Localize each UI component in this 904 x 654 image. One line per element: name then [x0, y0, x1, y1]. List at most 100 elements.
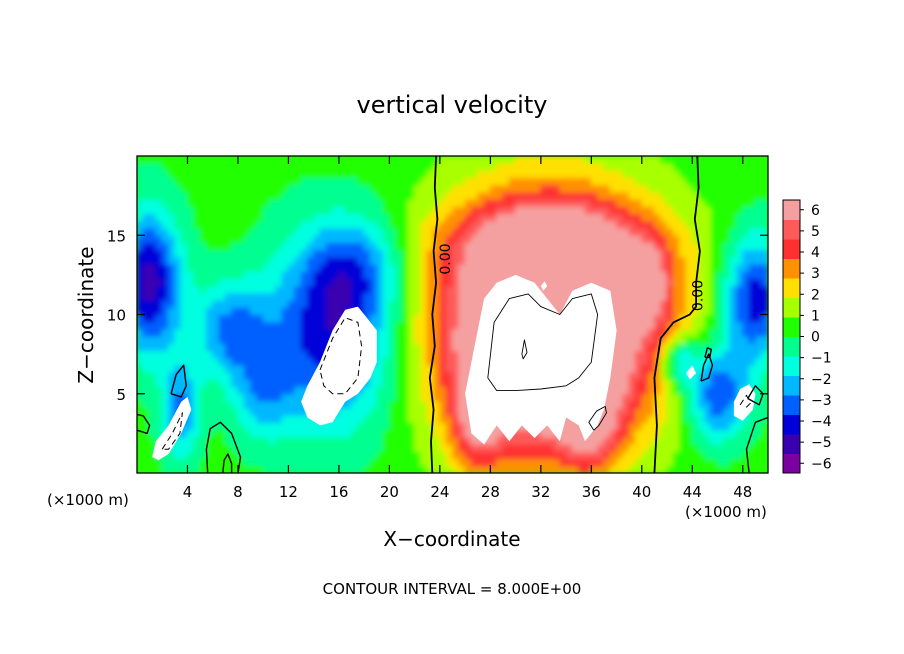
heatmap-cell — [609, 285, 618, 294]
heatmap-cell — [344, 213, 353, 222]
heatmap-cell — [704, 198, 712, 207]
heatmap-cell — [155, 371, 163, 380]
heatmap-cell — [199, 227, 207, 236]
heatmap-cell — [634, 263, 643, 272]
heatmap-cell — [137, 191, 144, 200]
heatmap-cell — [193, 277, 201, 287]
heatmap-cell — [319, 335, 327, 344]
heatmap-cell — [723, 162, 731, 171]
heatmap-cell — [161, 299, 170, 308]
heatmap-cell — [395, 306, 403, 315]
heatmap-cell — [710, 357, 719, 366]
heatmap-cell — [439, 169, 447, 179]
heatmap-cell — [748, 450, 756, 460]
heatmap-cell — [489, 241, 498, 251]
heatmap-cell — [275, 191, 283, 200]
heatmap-cell — [357, 241, 365, 251]
heatmap-cell — [388, 335, 397, 344]
x-axis-ticks: 4 8 12 16 20 24 28 32 36 40 44 48 — [183, 156, 752, 501]
heatmap-cell — [174, 378, 182, 388]
heatmap-cell — [420, 184, 428, 193]
heatmap-cell — [571, 184, 580, 193]
heatmap-cell — [332, 450, 340, 460]
heatmap-cell — [748, 328, 756, 337]
heatmap-cell — [565, 285, 573, 294]
heatmap-cell — [168, 184, 176, 193]
x-unit-right: (×1000 m) — [685, 503, 767, 521]
heatmap-cell — [205, 227, 214, 236]
heatmap-cell — [168, 277, 176, 287]
heatmap-cell — [590, 241, 599, 251]
heatmap-cell — [458, 378, 466, 388]
heatmap-cell — [224, 350, 233, 359]
heatmap-cell — [426, 169, 435, 179]
heatmap-cell — [666, 371, 674, 380]
heatmap-cell — [369, 314, 378, 323]
heatmap-cell — [199, 177, 207, 186]
heatmap-cell — [710, 386, 719, 395]
heatmap-cell — [199, 162, 207, 171]
heatmap-cell — [180, 306, 188, 315]
heatmap-cell — [571, 256, 580, 265]
heatmap-cell — [306, 314, 315, 323]
heatmap-cell — [155, 321, 163, 330]
heatmap-cell — [761, 292, 768, 301]
heatmap-cell — [205, 364, 214, 373]
heatmap-cell — [660, 285, 668, 294]
heatmap-cell — [180, 328, 188, 337]
heatmap-cell — [243, 156, 252, 164]
heatmap-cell — [237, 443, 245, 452]
heatmap-cell — [319, 328, 327, 337]
heatmap-cell — [704, 299, 712, 308]
heatmap-cell — [540, 270, 548, 279]
colorbar-tick-label: −3 — [811, 393, 832, 409]
heatmap-cell — [262, 328, 271, 337]
heatmap-cell — [452, 458, 460, 467]
heatmap-cell — [685, 169, 693, 179]
heatmap-cell — [287, 198, 296, 207]
heatmap-cell — [193, 407, 201, 416]
heatmap-cell — [698, 198, 706, 207]
heatmap-cell — [300, 436, 308, 445]
heatmap-cell — [628, 407, 636, 416]
heatmap-cell — [395, 234, 403, 243]
heatmap-cell — [477, 241, 485, 251]
heatmap-cell — [445, 422, 453, 431]
heatmap-cell — [199, 407, 207, 416]
heatmap-cell — [332, 299, 340, 308]
heatmap-cell — [515, 270, 523, 279]
heatmap-cell — [717, 156, 725, 164]
heatmap-cell — [231, 429, 239, 438]
heatmap-cell — [445, 249, 453, 258]
heatmap-cell — [735, 177, 744, 186]
heatmap-cell — [439, 270, 447, 279]
heatmap-cell — [426, 249, 435, 258]
heatmap-cell — [363, 414, 371, 424]
heatmap-cell — [155, 234, 163, 243]
heatmap-cell — [344, 422, 353, 431]
heatmap-cell — [452, 400, 460, 409]
heatmap-cell — [660, 342, 668, 352]
heatmap-cell — [199, 465, 207, 473]
heatmap-cell — [584, 458, 592, 467]
heatmap-cell — [445, 465, 453, 473]
heatmap-cell — [502, 205, 510, 215]
heatmap-cell — [224, 364, 233, 373]
heatmap-cell — [395, 191, 403, 200]
heatmap-cell — [149, 386, 157, 395]
x-tick-label: 20 — [380, 483, 399, 501]
heatmap-cell — [470, 213, 479, 222]
heatmap-cell — [723, 357, 731, 366]
heatmap-cell — [205, 450, 214, 460]
heatmap-cell — [193, 465, 201, 473]
heatmap-cell — [653, 328, 662, 337]
heatmap-cell — [395, 450, 403, 460]
heatmap-cell — [262, 422, 271, 431]
heatmap-cell — [489, 156, 498, 164]
heatmap-cell — [729, 400, 737, 409]
heatmap-cell — [137, 299, 144, 308]
heatmap-cell — [508, 450, 517, 460]
heatmap-cell — [218, 350, 226, 359]
heatmap-cell — [325, 299, 334, 308]
heatmap-cell — [388, 285, 397, 294]
